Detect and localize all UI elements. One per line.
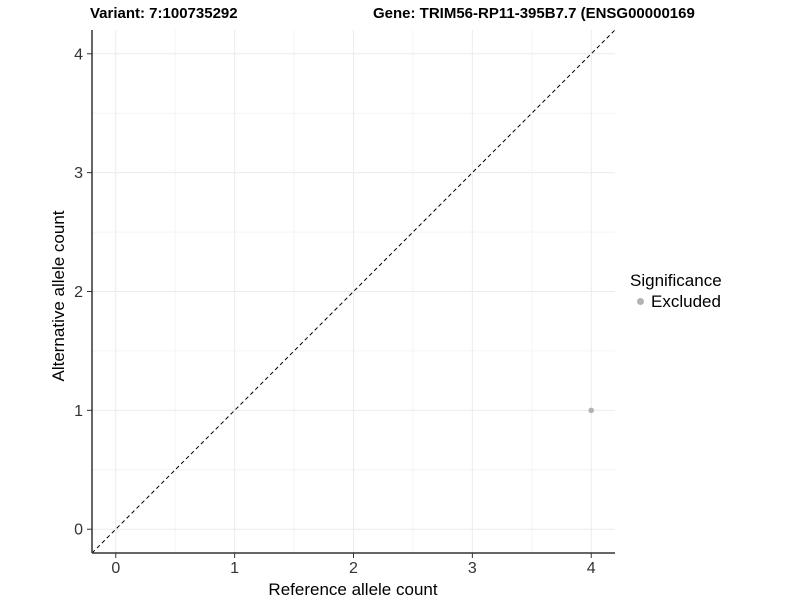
legend-item-excluded: Excluded	[630, 292, 722, 311]
x-axis-title: Reference allele count	[268, 580, 438, 599]
variant-title: Variant: 7:100735292	[90, 5, 238, 22]
y-tick-label: 2	[74, 284, 83, 301]
x-tick-label: 2	[349, 560, 358, 577]
x-tick-label: 1	[230, 560, 239, 577]
y-axis-title: Alternative allele count	[49, 210, 68, 382]
x-tick-label: 3	[468, 560, 477, 577]
legend-title: Significance	[630, 271, 722, 290]
legend-item-label: Excluded	[651, 292, 721, 311]
x-tick-label: 0	[111, 560, 120, 577]
y-tick-label: 0	[74, 522, 83, 539]
legend: Significance Excluded	[630, 271, 722, 311]
gene-title: Gene: TRIM56-RP11-395B7.7 (ENSG00000169	[373, 5, 695, 22]
data-point	[588, 407, 595, 414]
y-tick-label: 1	[74, 403, 83, 420]
y-tick-label: 4	[74, 46, 83, 63]
excluded-point-icon	[637, 298, 644, 305]
x-tick-label: 4	[587, 560, 596, 577]
identity-line	[91, 29, 616, 554]
y-tick-label: 3	[74, 165, 83, 182]
